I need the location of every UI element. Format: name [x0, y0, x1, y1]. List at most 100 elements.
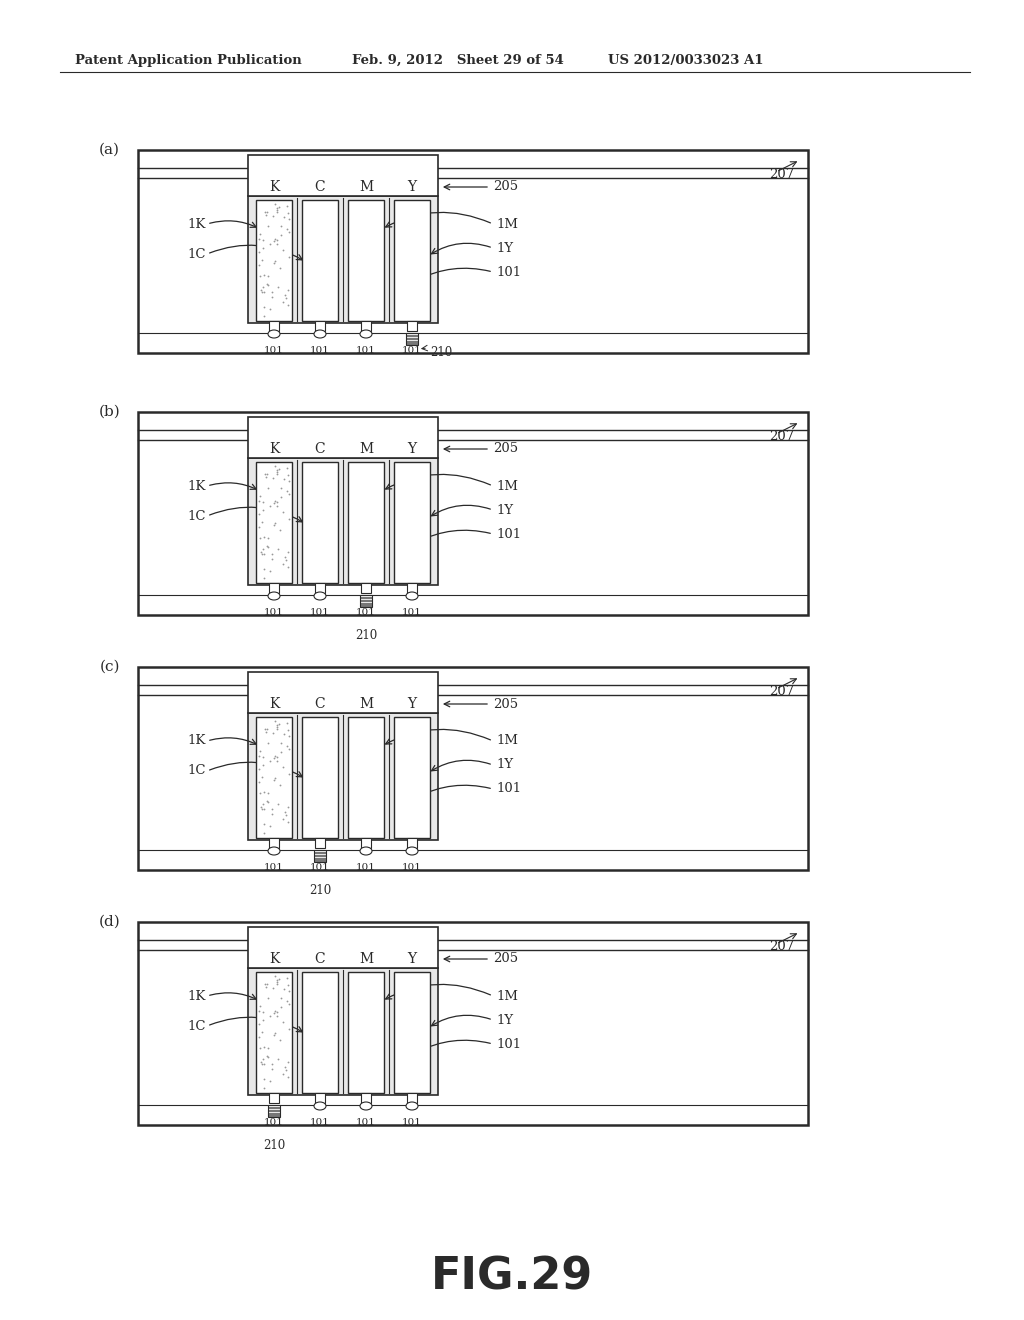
Bar [302, 201, 338, 321]
Ellipse shape [268, 591, 280, 601]
Text: 205: 205 [493, 953, 518, 965]
Text: 101: 101 [496, 1038, 521, 1051]
Text: 101: 101 [402, 863, 422, 873]
Ellipse shape [360, 847, 372, 855]
Text: (d): (d) [98, 915, 120, 929]
Text: 1K: 1K [187, 734, 206, 747]
Text: 205: 205 [493, 181, 518, 194]
Text: 1K: 1K [187, 479, 206, 492]
Bar [138, 921, 808, 1125]
Text: 205: 205 [493, 442, 518, 455]
Bar [269, 321, 279, 331]
Text: (a): (a) [99, 143, 120, 157]
Text: US 2012/0033023 A1: US 2012/0033023 A1 [608, 54, 764, 67]
Text: FIG.29: FIG.29 [431, 1255, 593, 1298]
Bar [302, 462, 338, 583]
Bar [407, 1093, 417, 1104]
Text: 101: 101 [310, 609, 330, 616]
Bar [348, 717, 384, 838]
Bar [394, 717, 430, 838]
Text: 207: 207 [769, 940, 794, 953]
Bar [315, 583, 325, 593]
Text: Y: Y [408, 697, 417, 711]
Text: 101: 101 [310, 863, 330, 873]
Ellipse shape [406, 591, 418, 601]
Text: C: C [314, 180, 326, 194]
Text: 101: 101 [402, 346, 422, 355]
Text: K: K [269, 697, 280, 711]
Bar [269, 1093, 279, 1104]
Bar [361, 321, 371, 331]
Text: 101: 101 [496, 783, 521, 796]
Bar [256, 972, 292, 1093]
Ellipse shape [314, 330, 326, 338]
Bar [302, 972, 338, 1093]
Bar [302, 717, 338, 838]
Text: Patent Application Publication: Patent Application Publication [75, 54, 302, 67]
Bar [394, 201, 430, 321]
Text: 207: 207 [769, 430, 794, 444]
Bar [138, 667, 808, 870]
Bar [248, 927, 438, 968]
Text: 101: 101 [402, 1118, 422, 1127]
Text: 101: 101 [264, 863, 284, 873]
Text: 210: 210 [309, 884, 331, 898]
Text: 1K: 1K [187, 990, 206, 1002]
Text: 101: 101 [264, 1118, 284, 1127]
Text: 101: 101 [264, 346, 284, 355]
Ellipse shape [406, 1102, 418, 1110]
Text: 1K: 1K [187, 218, 206, 231]
Text: 101: 101 [310, 346, 330, 355]
Text: C: C [314, 697, 326, 711]
Bar [248, 195, 438, 323]
Bar [256, 462, 292, 583]
Text: (c): (c) [99, 660, 120, 675]
Bar [407, 321, 417, 331]
Bar [248, 154, 438, 195]
Text: Feb. 9, 2012   Sheet 29 of 54: Feb. 9, 2012 Sheet 29 of 54 [352, 54, 564, 67]
Ellipse shape [406, 847, 418, 855]
Text: C: C [314, 442, 326, 455]
Ellipse shape [314, 591, 326, 601]
Text: 1C: 1C [187, 510, 206, 523]
Bar [256, 201, 292, 321]
Text: 1M: 1M [496, 218, 518, 231]
Ellipse shape [268, 847, 280, 855]
Text: 101: 101 [356, 609, 376, 616]
Text: M: M [359, 442, 373, 455]
Text: 101: 101 [264, 609, 284, 616]
Ellipse shape [360, 330, 372, 338]
Bar [315, 1093, 325, 1104]
Text: 1C: 1C [187, 764, 206, 777]
Text: 101: 101 [356, 863, 376, 873]
Text: 1M: 1M [496, 479, 518, 492]
Text: K: K [269, 180, 280, 194]
Bar [407, 838, 417, 847]
Text: 101: 101 [496, 528, 521, 540]
Bar [315, 321, 325, 331]
Bar [348, 201, 384, 321]
Bar [360, 595, 372, 607]
Bar [248, 968, 438, 1096]
Text: C: C [314, 952, 326, 966]
Text: 101: 101 [496, 265, 521, 279]
Text: 101: 101 [310, 1118, 330, 1127]
Bar [256, 717, 292, 838]
Text: M: M [359, 180, 373, 194]
Text: K: K [269, 952, 280, 966]
Bar [361, 583, 371, 593]
Text: 207: 207 [769, 168, 794, 181]
Bar [314, 850, 326, 862]
Bar [268, 1105, 280, 1117]
Text: M: M [359, 952, 373, 966]
Bar [361, 1093, 371, 1104]
Bar [407, 583, 417, 593]
Bar [269, 838, 279, 847]
Ellipse shape [314, 1102, 326, 1110]
Text: K: K [269, 442, 280, 455]
Text: Y: Y [408, 952, 417, 966]
Bar [406, 333, 418, 345]
Bar [138, 150, 808, 352]
Text: 101: 101 [356, 346, 376, 355]
Text: 1Y: 1Y [496, 759, 513, 771]
